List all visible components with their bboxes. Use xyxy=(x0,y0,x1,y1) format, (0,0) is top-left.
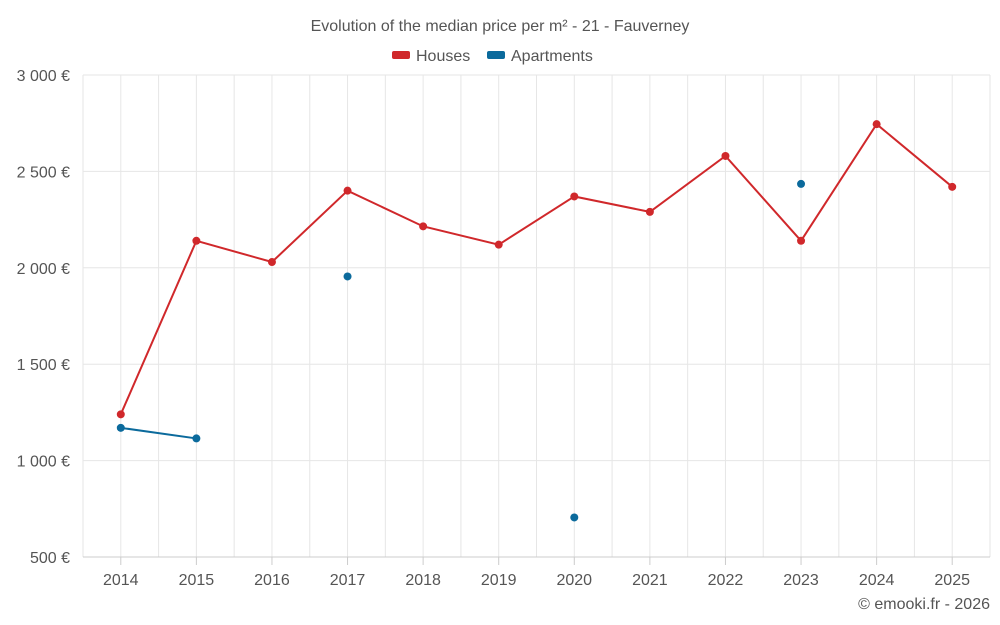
x-tick-label: 2017 xyxy=(330,572,366,589)
credit-text: © emooki.fr - 2026 xyxy=(858,596,990,613)
legend-label-apartments: Apartments xyxy=(511,48,593,65)
series-layer xyxy=(116,120,957,522)
data-point-houses xyxy=(267,258,276,267)
data-point-houses xyxy=(419,222,428,231)
x-tick-label: 2018 xyxy=(405,572,441,589)
series-houses xyxy=(116,120,957,419)
data-point-apartments xyxy=(797,179,806,188)
x-gridlines xyxy=(82,75,991,565)
data-point-houses xyxy=(192,236,201,245)
data-point-houses xyxy=(797,236,806,245)
data-point-houses xyxy=(948,182,957,191)
data-point-houses xyxy=(645,207,654,216)
x-tick-label: 2015 xyxy=(179,572,215,589)
data-point-apartments xyxy=(343,272,352,281)
y-tick-label: 500 € xyxy=(30,550,70,567)
x-tick-label: 2022 xyxy=(708,572,744,589)
y-tick-label: 1 500 € xyxy=(17,357,70,374)
x-axis-labels: 2014 2015 2016 2017 2018 2019 2020 2021 2022 2023… xyxy=(103,572,970,589)
legend-swatch-houses xyxy=(392,51,410,59)
y-axis-labels: 500 € 1 000 € 1 500 € 2 000 € 2 500 € 3 000 € xyxy=(17,68,70,567)
chart-title: Evolution of the median price per m² - 2… xyxy=(311,18,690,35)
y-tick-label: 3 000 € xyxy=(17,68,70,85)
legend-item-houses[interactable]: Houses xyxy=(392,48,470,65)
x-tick-label: 2016 xyxy=(254,572,290,589)
x-tick-label: 2023 xyxy=(783,572,819,589)
data-point-apartments xyxy=(116,423,125,432)
series-line-apartments xyxy=(120,426,197,440)
y-tick-label: 2 000 € xyxy=(17,261,70,278)
data-point-houses xyxy=(343,186,352,195)
legend-swatch-apartments xyxy=(487,51,505,59)
data-point-houses xyxy=(116,410,125,419)
legend-item-apartments[interactable]: Apartments xyxy=(487,48,593,65)
legend: Houses Apartments xyxy=(392,48,593,65)
series-apartments xyxy=(116,179,806,522)
x-tick-label: 2020 xyxy=(556,572,592,589)
data-point-houses xyxy=(872,120,881,129)
data-point-houses xyxy=(570,192,579,201)
data-point-houses xyxy=(721,151,730,160)
data-point-apartments xyxy=(192,434,201,443)
data-point-apartments xyxy=(570,513,579,522)
data-point-houses xyxy=(494,240,503,249)
x-tick-label: 2019 xyxy=(481,572,517,589)
x-tick-label: 2024 xyxy=(859,572,895,589)
x-tick-label: 2025 xyxy=(934,572,970,589)
y-tick-label: 1 000 € xyxy=(17,454,70,471)
legend-label-houses: Houses xyxy=(416,48,470,65)
x-tick-label: 2021 xyxy=(632,572,668,589)
y-tick-label: 2 500 € xyxy=(17,164,70,181)
x-tick-label: 2014 xyxy=(103,572,139,589)
series-line-houses xyxy=(119,122,953,415)
